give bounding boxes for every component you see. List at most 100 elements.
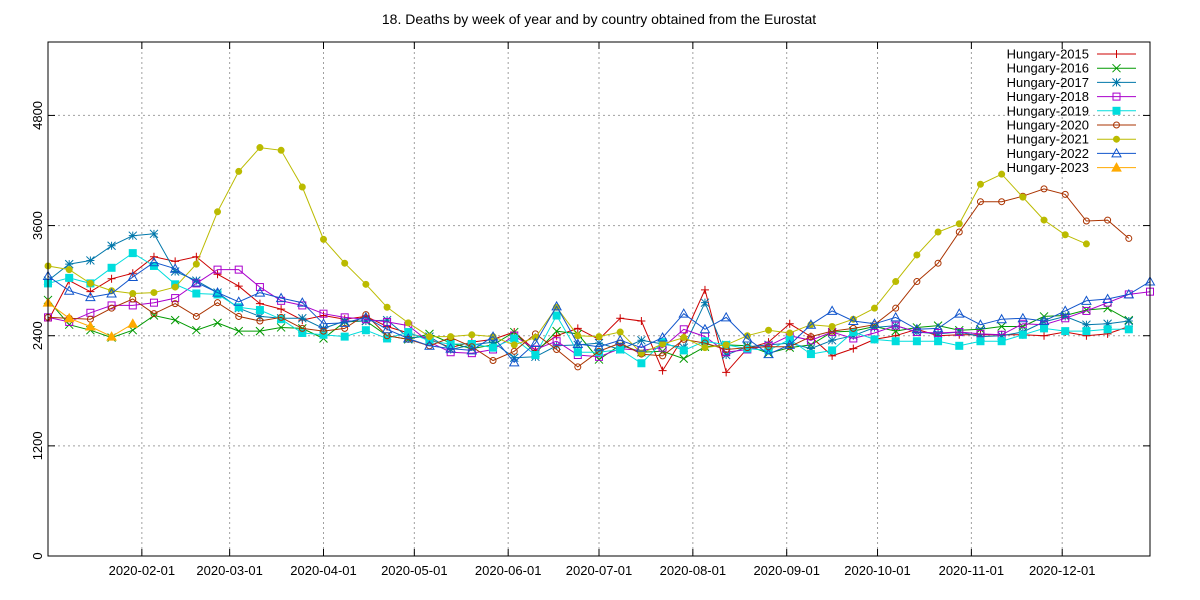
data-point: [976, 332, 985, 341]
legend-label: Hungary-2022: [1007, 146, 1089, 161]
data-point: [699, 323, 711, 334]
data-point: [85, 321, 96, 331]
data-point: [319, 309, 328, 318]
data-point: [213, 318, 222, 328]
legend-item: Hungary-2019: [1007, 103, 1136, 118]
data-point: [1102, 293, 1113, 303]
data-point: [976, 324, 985, 334]
data-point: [107, 301, 116, 310]
chart-title: 18. Deaths by week of year and by countr…: [382, 11, 816, 27]
data-point: [637, 335, 646, 345]
data-point: [488, 337, 498, 347]
data-point: [679, 354, 689, 364]
data-point: [128, 249, 137, 258]
data-point: [743, 344, 751, 352]
data-point: [128, 231, 138, 241]
data-point: [64, 259, 74, 269]
legend-label: Hungary-2019: [1007, 103, 1089, 118]
data-point: [1082, 327, 1091, 336]
data-point: [106, 331, 117, 341]
legend-item: Hungary-2018: [1007, 89, 1136, 104]
series-line: [47, 233, 1129, 359]
data-point: [489, 356, 497, 364]
series-line: [47, 269, 1151, 358]
data-point: [403, 333, 413, 342]
data-point: [763, 348, 774, 359]
data-point: [1018, 330, 1027, 339]
data-point: [593, 341, 605, 351]
data-point: [1018, 319, 1027, 328]
data-point: [213, 265, 222, 274]
legend-label: Hungary-2017: [1007, 75, 1089, 90]
data-point: [955, 328, 964, 337]
data-point: [659, 352, 667, 360]
data-point: [1061, 231, 1069, 239]
data-point: [572, 338, 584, 348]
data-point: [320, 327, 327, 335]
data-point: [552, 341, 561, 351]
data-point: [276, 323, 286, 332]
data-point: [340, 332, 349, 341]
data-point: [659, 340, 667, 348]
series-line: [47, 261, 1151, 364]
legend-item: Hungary-2020: [1007, 118, 1136, 133]
data-point: [341, 259, 349, 267]
data-point: [169, 263, 181, 273]
legend-marker: [1111, 147, 1122, 158]
data-point: [552, 337, 561, 346]
data-point: [741, 332, 753, 343]
data-point: [298, 301, 307, 310]
data-point: [65, 266, 73, 274]
series-hungary-2017: [43, 229, 1134, 363]
x-tick-label: 2020-12-01: [1029, 563, 1096, 578]
legend-label: Hungary-2023: [1007, 160, 1089, 175]
x-tick-label: 2020-03-01: [196, 563, 263, 578]
data-point: [785, 319, 794, 328]
data-point: [360, 311, 372, 322]
legend-marker: [1113, 121, 1120, 129]
data-point: [786, 329, 794, 337]
data-point: [913, 278, 921, 286]
legend-marker: [1113, 135, 1120, 143]
data-point: [764, 340, 773, 350]
series-hungary-2023: [42, 297, 139, 341]
data-point: [636, 342, 647, 352]
y-tick-label: 3600: [30, 211, 45, 240]
y-tick-label: 4800: [30, 101, 45, 130]
data-point: [383, 303, 391, 311]
data-point: [1103, 325, 1112, 334]
data-point: [890, 311, 902, 322]
data-point: [552, 331, 561, 340]
data-point: [275, 292, 287, 303]
data-point: [1125, 234, 1133, 242]
data-point: [1060, 312, 1070, 321]
data-point: [382, 315, 392, 325]
data-point: [996, 313, 1008, 324]
x-tick-label: 2020-10-01: [844, 563, 911, 578]
series-hungary-2015: [44, 252, 1133, 377]
data-point: [510, 334, 519, 343]
data-point: [679, 346, 688, 355]
data-point: [191, 276, 201, 285]
series-hungary-2016: [43, 295, 1134, 364]
data-point: [614, 334, 626, 345]
data-point: [934, 228, 942, 236]
data-point: [573, 324, 582, 333]
data-point: [955, 341, 964, 350]
data-point: [997, 331, 1007, 341]
data-point: [616, 314, 625, 323]
legend-label: Hungary-2018: [1007, 89, 1089, 104]
legend-label: Hungary-2020: [1007, 118, 1089, 133]
legend-item: Hungary-2023: [1007, 160, 1136, 175]
data-point: [190, 276, 202, 287]
data-point: [425, 333, 433, 341]
data-point: [1082, 320, 1091, 330]
data-point: [1104, 216, 1112, 224]
data-point: [127, 318, 139, 328]
data-point: [213, 270, 222, 279]
data-point: [487, 331, 499, 341]
data-point: [911, 323, 923, 334]
data-point: [807, 333, 815, 341]
data-point: [170, 267, 180, 276]
